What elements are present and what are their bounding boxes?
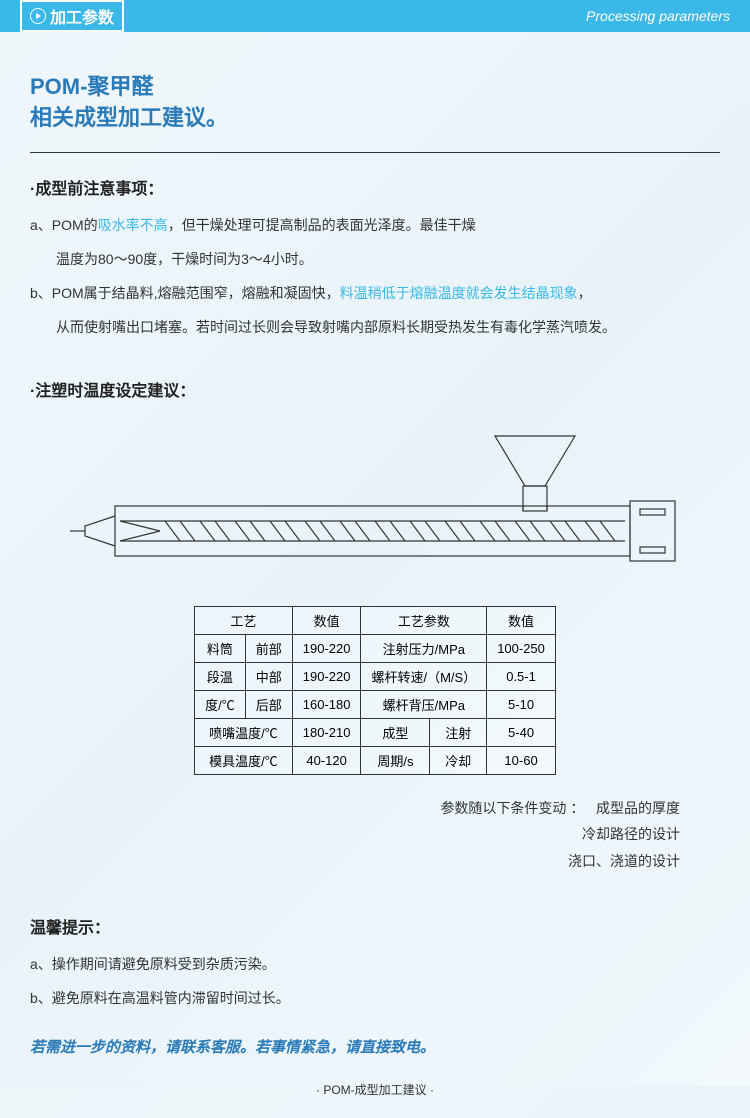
header-tag-text: 加工参数 bbox=[50, 4, 114, 28]
r1c2: 190-220 bbox=[292, 634, 361, 662]
s1a-pre: a、POM的 bbox=[30, 217, 98, 233]
r2c2: 190-220 bbox=[292, 662, 361, 690]
r4c4: 5-40 bbox=[487, 718, 556, 746]
s1a-highlight: 吸水率不高 bbox=[98, 217, 168, 233]
section2-heading: ·注塑时温度设定建议： bbox=[30, 377, 720, 401]
variation-notes: 参数随以下条件变动 ： 成型品的厚度 冷却路径的设计 浇口、浇道的设计 bbox=[30, 795, 720, 875]
play-icon bbox=[30, 8, 46, 24]
r3c1a: 度/℃ bbox=[195, 690, 246, 718]
divider bbox=[30, 152, 720, 153]
r5c3b: 冷却 bbox=[430, 746, 487, 774]
r4c1: 喷嘴温度/℃ bbox=[195, 718, 293, 746]
r4c3a: 成型 bbox=[361, 718, 430, 746]
r5c4: 10-60 bbox=[487, 746, 556, 774]
tips-b: b、避免原料在高温料管内滞留时间过长。 bbox=[30, 984, 720, 1012]
th-param: 工艺参数 bbox=[361, 606, 487, 634]
title-line-1: POM-聚甲醛 bbox=[30, 72, 720, 103]
contact-note: 若需进一步的资料，请联系客服。若事情紧急，请直接致电。 bbox=[30, 1036, 720, 1057]
tips-a: a、操作期间请避免原料受到杂质污染。 bbox=[30, 950, 720, 978]
r1c1b: 前部 bbox=[245, 634, 292, 662]
r4c3b: 注射 bbox=[430, 718, 487, 746]
s1a-line2: 温度为80～90度，干燥时间为3～4小时。 bbox=[30, 245, 720, 273]
notes-n2: 冷却路径的设计 bbox=[582, 826, 680, 842]
main-title: POM-聚甲醛 相关成型加工建议。 bbox=[30, 72, 720, 134]
notes-n3: 浇口、浇道的设计 bbox=[568, 853, 680, 869]
r3c2: 160-180 bbox=[292, 690, 361, 718]
extruder-screw-svg bbox=[65, 431, 685, 581]
r1c4: 100-250 bbox=[487, 634, 556, 662]
r2c4: 0.5-1 bbox=[487, 662, 556, 690]
r2c1b: 中部 bbox=[245, 662, 292, 690]
r3c4: 5-10 bbox=[487, 690, 556, 718]
r5c3a: 周期/s bbox=[361, 746, 430, 774]
section1-heading: ·成型前注意事项： bbox=[30, 175, 720, 199]
s1b-post: ， bbox=[578, 285, 592, 301]
section1-b: b、POM属于结晶料,熔融范围窄，熔融和凝固快，料温稍低于熔融温度就会发生结晶现… bbox=[30, 279, 720, 307]
r2c3: 螺杆转速/（M/S） bbox=[361, 662, 487, 690]
footer-text: · POM-成型加工建议 · bbox=[30, 1081, 720, 1098]
header-subtitle: Processing parameters bbox=[586, 8, 730, 24]
screw-diagram bbox=[30, 431, 720, 586]
th-value2: 数值 bbox=[487, 606, 556, 634]
section1-a: a、POM的吸水率不高，但干燥处理可提高制品的表面光泽度。最佳干燥 bbox=[30, 211, 720, 239]
tips-heading: 温馨提示： bbox=[30, 914, 720, 938]
r5c2: 40-120 bbox=[292, 746, 361, 774]
r4c2: 180-210 bbox=[292, 718, 361, 746]
th-process: 工艺 bbox=[195, 606, 293, 634]
s1b-line2: 从而使射嘴出口堵塞。若时间过长则会导致射嘴内部原料长期受热发生有毒化学蒸汽喷发。 bbox=[30, 313, 720, 341]
tips-section: 温馨提示： a、操作期间请避免原料受到杂质污染。 b、避免原料在高温料管内滞留时… bbox=[30, 914, 720, 1012]
r3c3: 螺杆背压/MPa bbox=[361, 690, 487, 718]
r5c1: 模具温度/℃ bbox=[195, 746, 293, 774]
notes-lead: 参数随以下条件变动 ： bbox=[440, 800, 584, 816]
header-bar: 加工参数 Processing parameters bbox=[0, 0, 750, 32]
r3c1b: 后部 bbox=[245, 690, 292, 718]
th-value1: 数值 bbox=[292, 606, 361, 634]
notes-n1: 成型品的厚度 bbox=[596, 800, 680, 816]
r2c1a: 段温 bbox=[195, 662, 246, 690]
header-tag: 加工参数 bbox=[20, 0, 124, 32]
content: POM-聚甲醛 相关成型加工建议。 ·成型前注意事项： a、POM的吸水率不高，… bbox=[0, 32, 750, 1118]
r1c1a: 料筒 bbox=[195, 634, 246, 662]
s1b-pre: b、POM属于结晶料,熔融范围窄，熔融和凝固快， bbox=[30, 285, 340, 301]
s1a-post: ，但干燥处理可提高制品的表面光泽度。最佳干燥 bbox=[168, 217, 476, 233]
title-line-2: 相关成型加工建议。 bbox=[30, 103, 720, 134]
parameters-table: 工艺 数值 工艺参数 数值 料筒 前部 190-220 注射压力/MPa 100… bbox=[194, 606, 556, 775]
s1b-highlight: 料温稍低于熔融温度就会发生结晶现象 bbox=[340, 285, 578, 301]
r1c3: 注射压力/MPa bbox=[361, 634, 487, 662]
